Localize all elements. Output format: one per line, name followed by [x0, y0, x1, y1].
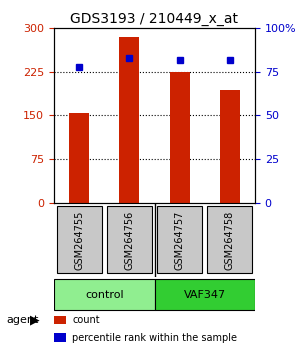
Text: percentile rank within the sample: percentile rank within the sample: [72, 332, 237, 343]
Bar: [54, 333, 66, 342]
FancyBboxPatch shape: [157, 206, 202, 274]
Text: GSM264756: GSM264756: [124, 210, 134, 269]
Bar: [119, 37, 140, 202]
Title: GDS3193 / 210449_x_at: GDS3193 / 210449_x_at: [70, 12, 239, 26]
FancyBboxPatch shape: [56, 206, 102, 274]
FancyBboxPatch shape: [207, 206, 253, 274]
Bar: [69, 113, 89, 202]
Text: GSM264758: GSM264758: [225, 210, 235, 269]
Bar: [220, 91, 240, 202]
Text: GSM264755: GSM264755: [74, 210, 84, 270]
Text: ▶: ▶: [30, 314, 40, 327]
Text: GSM264757: GSM264757: [175, 210, 184, 270]
Bar: [169, 72, 190, 202]
Text: agent: agent: [6, 315, 38, 325]
Text: control: control: [85, 290, 124, 299]
FancyBboxPatch shape: [107, 206, 152, 274]
FancyBboxPatch shape: [54, 279, 154, 310]
Bar: [54, 315, 66, 324]
Text: VAF347: VAF347: [184, 290, 226, 299]
FancyBboxPatch shape: [154, 279, 255, 310]
Text: count: count: [72, 315, 100, 325]
